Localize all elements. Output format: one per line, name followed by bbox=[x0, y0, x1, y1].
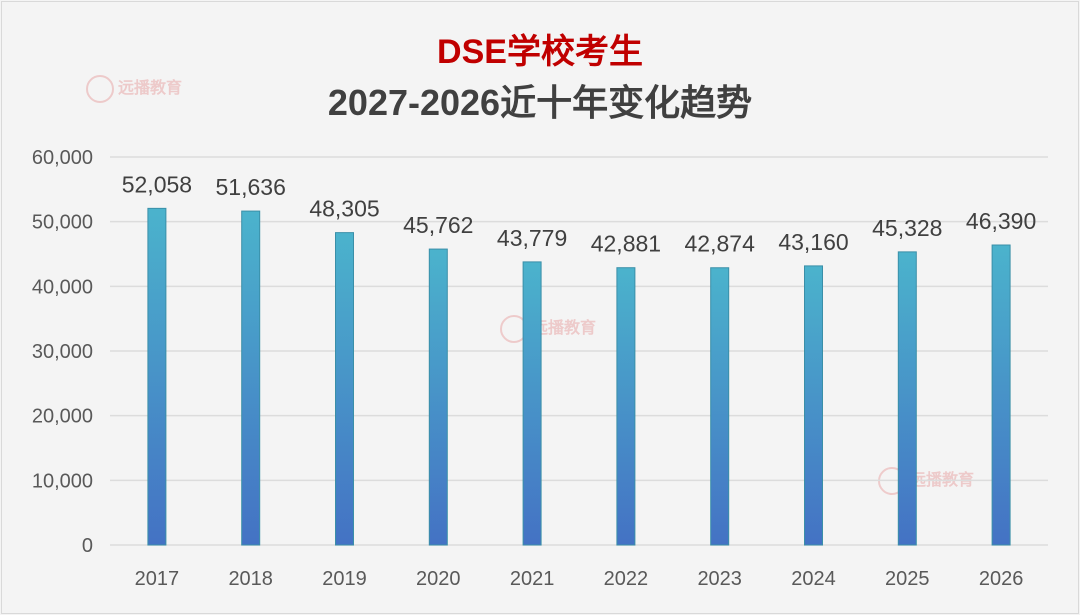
y-tick-label: 40,000 bbox=[32, 276, 93, 298]
data-label: 45,328 bbox=[872, 215, 942, 241]
x-tick-label: 2020 bbox=[416, 568, 461, 590]
data-label: 51,636 bbox=[216, 174, 286, 200]
data-label: 46,390 bbox=[966, 208, 1036, 234]
bar bbox=[991, 244, 1011, 546]
data-label: 43,779 bbox=[497, 225, 567, 251]
bar bbox=[241, 210, 261, 546]
data-label: 43,160 bbox=[778, 229, 848, 255]
chart-title: DSE学校考生 bbox=[437, 33, 643, 71]
bar bbox=[804, 265, 823, 546]
x-tick-label: 2024 bbox=[791, 568, 836, 590]
bar bbox=[897, 251, 917, 546]
x-tick-label: 2026 bbox=[979, 568, 1024, 590]
x-tick-label: 2018 bbox=[228, 568, 273, 590]
bar bbox=[335, 232, 354, 546]
x-tick-label: 2025 bbox=[885, 568, 930, 590]
x-tick-label: 2017 bbox=[135, 568, 180, 590]
x-tick-label: 2023 bbox=[697, 568, 742, 590]
x-tick-label: 2019 bbox=[322, 568, 367, 590]
bar bbox=[710, 267, 730, 546]
bar bbox=[428, 248, 448, 546]
data-label: 42,881 bbox=[591, 231, 661, 257]
data-label: 42,874 bbox=[685, 231, 756, 257]
data-label: 48,305 bbox=[309, 196, 379, 222]
y-tick-label: 50,000 bbox=[32, 212, 93, 234]
bar bbox=[616, 267, 636, 546]
y-tick-label: 10,000 bbox=[32, 470, 93, 492]
x-tick-label: 2021 bbox=[510, 568, 555, 590]
data-label: 45,762 bbox=[403, 212, 473, 238]
bar bbox=[147, 207, 167, 546]
y-tick-label: 30,000 bbox=[32, 341, 93, 363]
y-tick-label: 20,000 bbox=[32, 406, 93, 428]
bar bbox=[522, 261, 542, 546]
data-label: 52,058 bbox=[122, 171, 192, 197]
y-tick-label: 0 bbox=[82, 535, 93, 557]
y-tick-label: 60,000 bbox=[32, 147, 93, 169]
x-tick-label: 2022 bbox=[604, 568, 649, 590]
chart-subtitle: 2027-2026近十年变化趋势 bbox=[327, 82, 753, 123]
watermark-logo: 远播教育 bbox=[86, 74, 182, 103]
